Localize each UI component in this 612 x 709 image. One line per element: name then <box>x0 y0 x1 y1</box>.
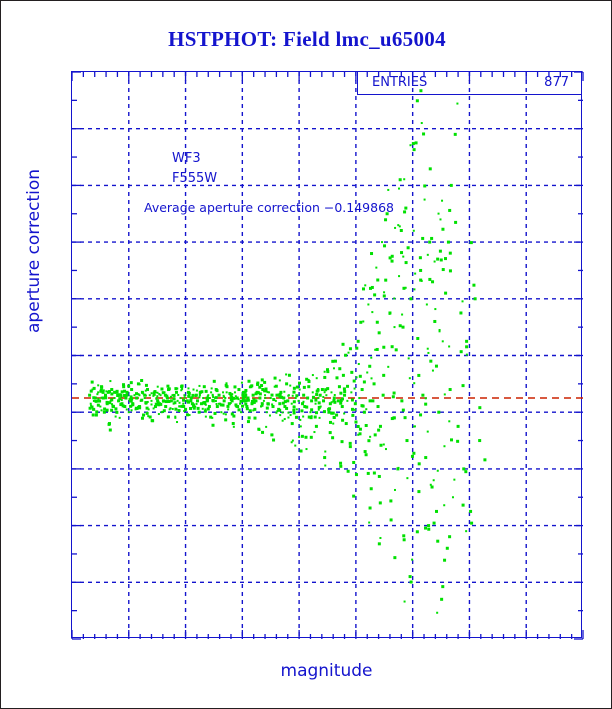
axis-ticks <box>71 71 584 640</box>
detector-annotation: WF3 <box>172 151 201 166</box>
average-annotation: Average aperture correction −0.149868 <box>144 200 394 215</box>
entries-box: ENTRIES 877 <box>357 71 582 95</box>
scatter-points <box>72 89 583 614</box>
page-title: HSTPHOT: Field lmc_u65004 <box>168 27 446 51</box>
entries-label: ENTRIES <box>372 75 428 90</box>
filter-annotation: F555W <box>172 171 218 186</box>
entries-value: 877 <box>544 75 569 90</box>
plot-area: WF3 F555W Average aperture correction −0… <box>71 71 584 640</box>
y-axis-title: aperture correction <box>24 169 44 333</box>
x-axis-title: magnitude <box>280 661 373 681</box>
grid-lines <box>72 72 583 639</box>
